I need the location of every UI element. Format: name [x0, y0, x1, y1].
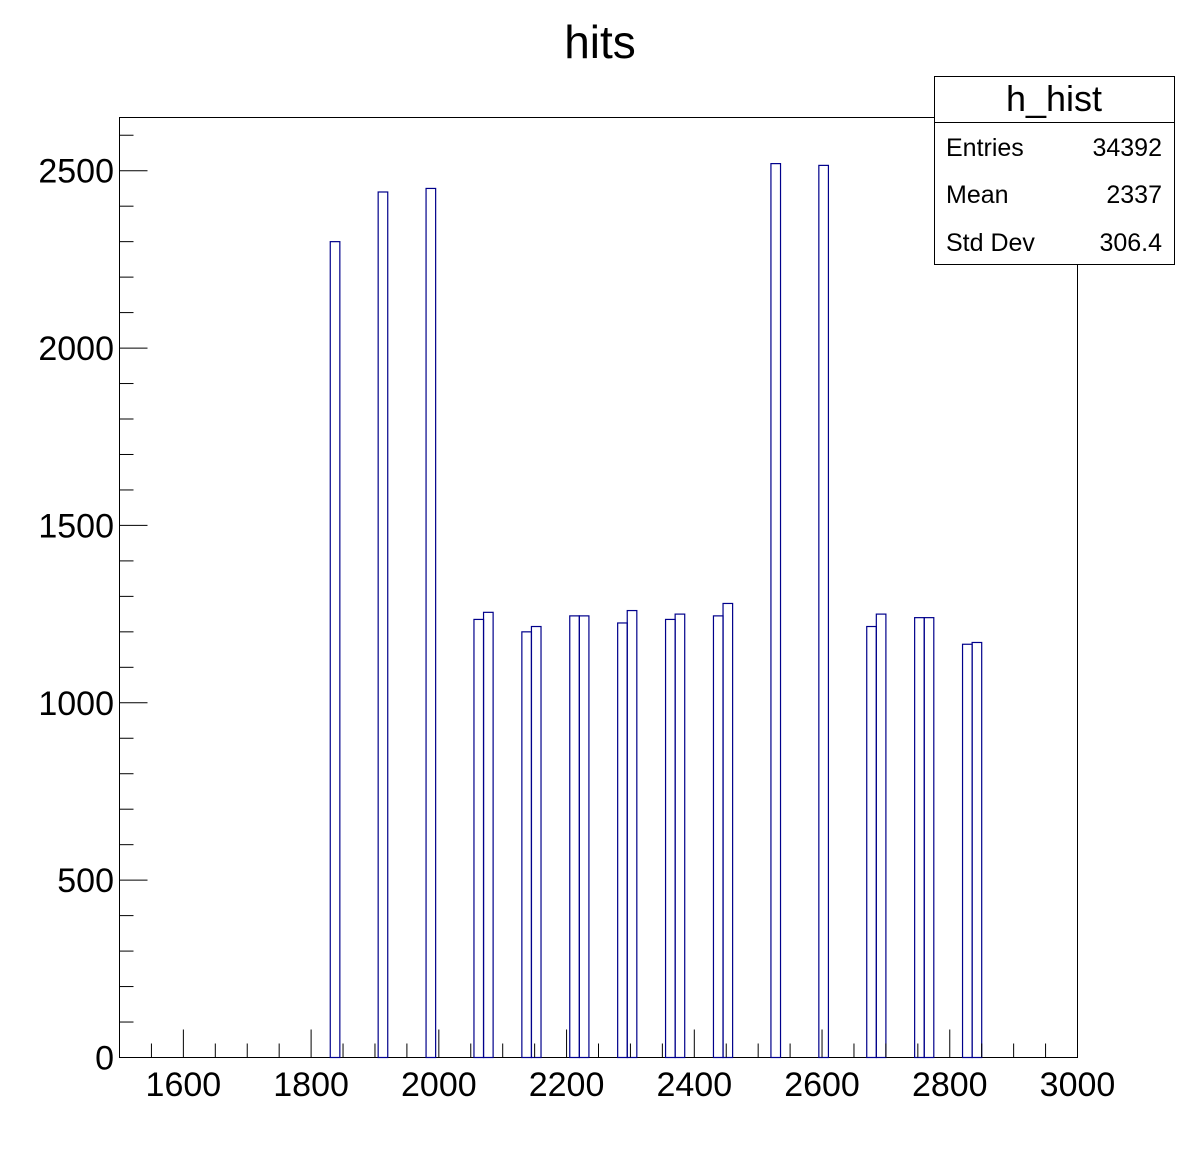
x-axis: 1600 1800 2000 2200 2400 2600 2800 3000 — [119, 1029, 1116, 1104]
x-tick-label-2400: 2400 — [656, 1066, 732, 1104]
x-tick-label-2800: 2800 — [912, 1066, 988, 1104]
stats-box-title: h_hist — [1006, 78, 1102, 119]
histogram-bin-10 — [626, 609, 638, 1059]
chart-title: hits — [564, 16, 636, 68]
histogram-bin-7 — [569, 615, 580, 1059]
histogram-bin-4 — [482, 611, 494, 1059]
histogram-bin-1 — [377, 191, 389, 1059]
histogram-bin-9 — [617, 622, 628, 1059]
histogram-bin-18 — [875, 613, 887, 1059]
histogram-bin-13 — [712, 615, 724, 1059]
histogram-bin-15 — [770, 163, 782, 1059]
histogram-bin-5 — [521, 631, 533, 1059]
histogram-bin-16 — [818, 164, 830, 1059]
x-tick-label-3000: 3000 — [1040, 1066, 1116, 1104]
histogram-bin-3 — [473, 618, 485, 1059]
stats-mean-label: Mean — [946, 181, 1009, 209]
stats-stddev-label: Std Dev — [946, 229, 1035, 257]
y-tick-label-0: 0 — [95, 1040, 114, 1078]
histogram-bin-22 — [971, 641, 983, 1059]
stats-entries-label: Entries — [946, 134, 1024, 162]
y-tick-label-1000: 1000 — [38, 685, 114, 723]
x-tick-label-2000: 2000 — [401, 1066, 477, 1104]
histogram-bin-12 — [674, 613, 686, 1059]
y-tick-label-2500: 2500 — [38, 153, 114, 191]
x-tick-label-1800: 1800 — [273, 1066, 349, 1104]
histogram-bin-11 — [664, 618, 676, 1059]
stats-stddev-value: 306.4 — [1099, 229, 1162, 257]
histogram-bins — [329, 163, 983, 1059]
y-axis: 0 500 1000 1500 2000 2500 — [38, 134, 148, 1078]
y-tick-label-2000: 2000 — [38, 330, 114, 368]
histogram-bin-8 — [578, 615, 590, 1059]
histogram-bin-20 — [923, 617, 935, 1059]
y-tick-label-500: 500 — [57, 862, 114, 900]
x-tick-label-2200: 2200 — [529, 1066, 605, 1104]
stats-mean-value: 2337 — [1106, 181, 1162, 209]
y-tick-label-1500: 1500 — [38, 507, 114, 545]
histogram-bin-17 — [866, 625, 877, 1059]
x-tick-label-2600: 2600 — [784, 1066, 860, 1104]
histogram-bin-21 — [961, 643, 973, 1059]
histogram-bin-19 — [914, 617, 925, 1059]
histogram-bin-2 — [425, 187, 437, 1059]
x-tick-label-1600: 1600 — [146, 1066, 222, 1104]
stats-entries-value: 34392 — [1092, 134, 1162, 162]
stats-box: h_hist Entries 34392 Mean 2337 Std Dev 3… — [934, 76, 1175, 265]
histogram-bin-0 — [329, 241, 341, 1059]
stats-box-frame — [934, 76, 1175, 265]
histogram-bin-6 — [530, 625, 542, 1059]
histogram-bin-14 — [722, 602, 734, 1059]
